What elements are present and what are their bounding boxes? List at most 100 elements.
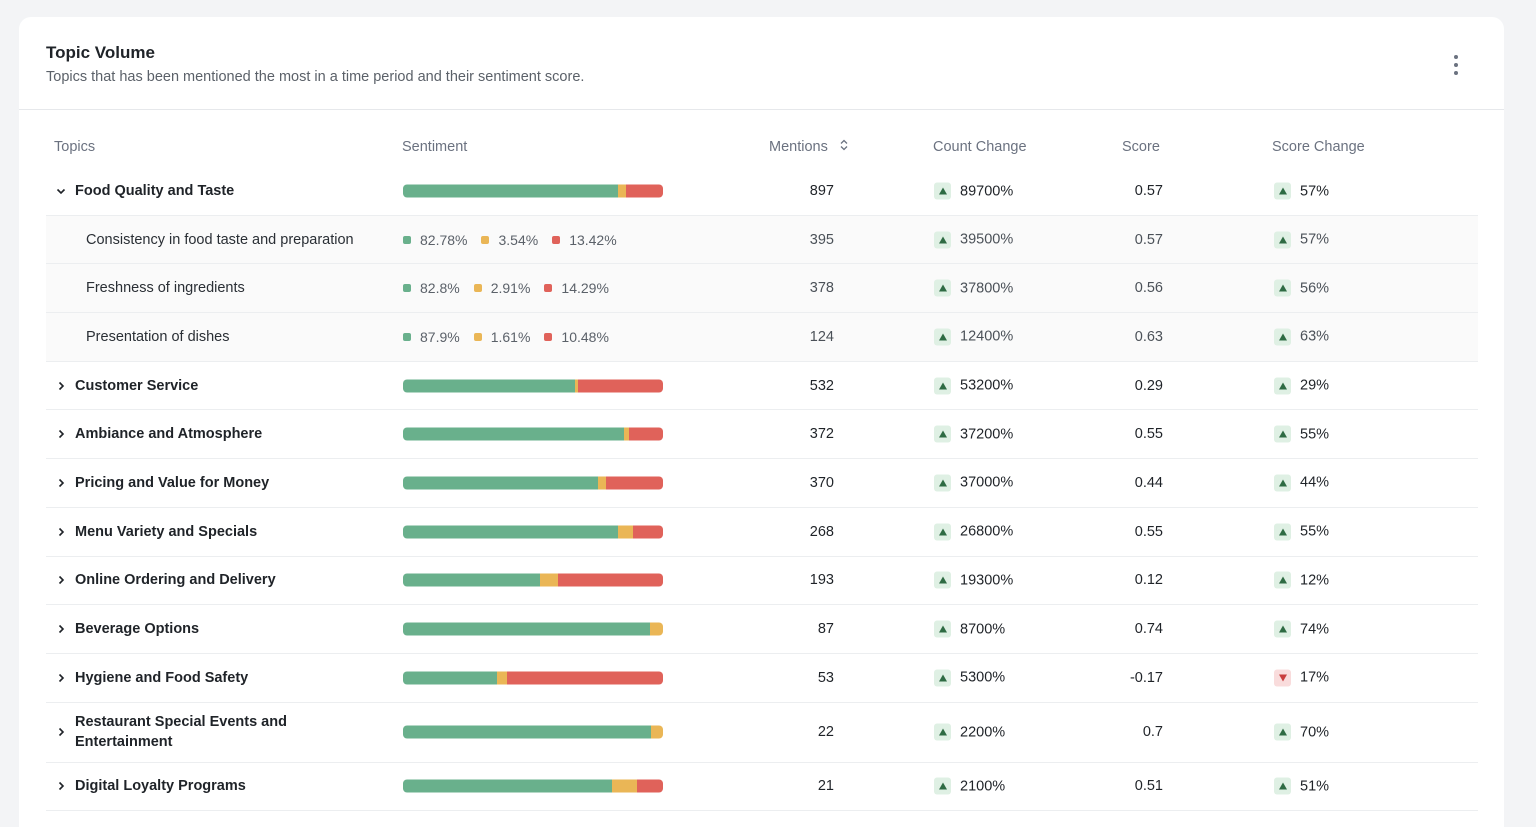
score-change: 57% bbox=[1274, 182, 1329, 200]
sentiment-cell bbox=[403, 725, 663, 739]
score-change-value: 29% bbox=[1300, 377, 1330, 394]
table-row[interactable]: Beverage Options 87 8700% 0.74 74% bbox=[46, 605, 1478, 654]
topic-cell: Online Ordering and Delivery bbox=[46, 570, 376, 590]
topic-label: Ambiance and Atmosphere bbox=[75, 426, 263, 443]
chevron-down-icon[interactable] bbox=[53, 188, 69, 195]
table-row[interactable]: Food Quality and Taste 897 89700% 0.57 57% bbox=[46, 167, 1478, 216]
sentiment-breakdown: 82.78% 3.54% 13.42% bbox=[403, 232, 631, 248]
col-header-score-change: Score Change bbox=[1272, 139, 1365, 155]
count-change-value: 2200% bbox=[960, 724, 1006, 741]
topic-label: Food Quality and Taste bbox=[75, 183, 235, 200]
topic-label: Hygiene and Food Safety bbox=[75, 669, 249, 686]
table-row[interactable]: Online Ordering and Delivery 193 19300% 0.1… bbox=[46, 557, 1478, 606]
score-change: 12% bbox=[1274, 571, 1330, 589]
col-header-count-change: Count Change bbox=[933, 139, 1027, 155]
sentiment-bar bbox=[403, 725, 663, 739]
topic-cell: Pricing and Value for Money bbox=[46, 473, 376, 493]
mentions-value: 378 bbox=[809, 280, 834, 297]
score-value: 0.56 bbox=[1134, 280, 1163, 297]
arrow-up-icon bbox=[934, 723, 951, 741]
score-change-value: 51% bbox=[1300, 778, 1330, 795]
col-header-sentiment: Sentiment bbox=[402, 139, 468, 155]
chevron-right-icon[interactable] bbox=[53, 673, 69, 683]
score-change: 63% bbox=[1274, 328, 1329, 346]
arrow-up-icon bbox=[1274, 723, 1291, 741]
mentions-value: 193 bbox=[809, 572, 834, 589]
arrow-up-icon bbox=[934, 669, 951, 687]
count-change: 8700% bbox=[934, 620, 1005, 638]
table-row[interactable]: Menu Variety and Specials 268 26800% 0.55 55… bbox=[46, 508, 1478, 557]
chevron-right-icon[interactable] bbox=[53, 575, 69, 585]
chevron-right-icon[interactable] bbox=[53, 429, 69, 439]
table-row[interactable]: Ambiance and Atmosphere 372 37200% 0.55 55% bbox=[46, 410, 1478, 460]
count-change: 5300% bbox=[934, 669, 1005, 687]
chevron-right-icon[interactable] bbox=[53, 781, 69, 791]
score-change-value: 74% bbox=[1300, 621, 1330, 638]
count-change: 53200% bbox=[934, 377, 1013, 395]
sentiment-percent-label: 1.61% bbox=[490, 328, 531, 345]
count-change-value: 37000% bbox=[960, 474, 1014, 491]
sentiment-percent-label: 14.29% bbox=[561, 280, 609, 297]
arrow-up-icon bbox=[1274, 182, 1291, 200]
col-header-mentions[interactable]: Mentions bbox=[769, 139, 848, 155]
score-change: 57% bbox=[1274, 231, 1329, 249]
col-header-topics: Topics bbox=[54, 139, 96, 155]
score-change: 70% bbox=[1274, 723, 1330, 741]
chevron-right-icon[interactable] bbox=[53, 381, 69, 391]
negative-segment bbox=[605, 476, 663, 490]
arrow-up-icon bbox=[934, 620, 951, 638]
table-row[interactable]: Pricing and Value for Money 370 37000% 0.44… bbox=[46, 459, 1478, 508]
neutral-segment bbox=[651, 725, 663, 739]
chevron-right-icon[interactable] bbox=[53, 478, 69, 488]
score-change-value: 70% bbox=[1300, 724, 1330, 741]
col-header-score: Score bbox=[1122, 139, 1160, 155]
chevron-right-icon[interactable] bbox=[53, 527, 69, 537]
table-row[interactable]: Digital Loyalty Programs 21 2100% 0.51 51% bbox=[46, 763, 1478, 812]
neutral-segment bbox=[612, 779, 637, 793]
sort-icon[interactable] bbox=[840, 139, 848, 155]
sentiment-percent: 2.91% bbox=[473, 280, 530, 296]
arrow-up-icon bbox=[934, 328, 951, 346]
topic-cell: Freshness of ingredients bbox=[46, 278, 376, 298]
sentiment-cell bbox=[403, 476, 663, 490]
negative-segment bbox=[636, 779, 663, 793]
sentiment-percent-label: 13.42% bbox=[569, 231, 617, 248]
score-value: 0.7 bbox=[1142, 724, 1163, 741]
more-options-icon[interactable] bbox=[1450, 55, 1462, 75]
negative-segment bbox=[557, 573, 663, 587]
count-change-value: 19300% bbox=[960, 572, 1014, 589]
arrow-up-icon bbox=[1274, 777, 1291, 795]
sentiment-bar bbox=[403, 427, 663, 441]
mentions-value: 22 bbox=[817, 724, 834, 741]
arrow-up-icon bbox=[1274, 474, 1291, 492]
arrow-up-icon bbox=[934, 231, 951, 249]
score-value: 0.44 bbox=[1134, 474, 1163, 491]
score-change-value: 56% bbox=[1300, 280, 1330, 297]
arrow-up-icon bbox=[1274, 328, 1291, 346]
neutral-segment bbox=[574, 379, 579, 393]
sentiment-cell bbox=[403, 184, 663, 198]
table-row[interactable]: Hygiene and Food Safety 53 5300% -0.17 17% bbox=[46, 654, 1478, 703]
negative-square-icon bbox=[544, 332, 553, 341]
arrow-up-icon bbox=[1274, 620, 1291, 638]
score-value: 0.29 bbox=[1134, 377, 1163, 394]
topic-cell: Presentation of dishes bbox=[46, 327, 376, 347]
mentions-value: 370 bbox=[809, 474, 834, 491]
chevron-right-icon[interactable] bbox=[53, 727, 69, 737]
score-change: 56% bbox=[1274, 279, 1330, 297]
topic-label: Consistency in food taste and preparatio… bbox=[86, 231, 354, 248]
sentiment-bar bbox=[403, 184, 663, 198]
table-row[interactable]: Restaurant Special Events and Entertainm… bbox=[46, 703, 1478, 763]
topic-cell: Consistency in food taste and preparatio… bbox=[46, 230, 376, 250]
count-change: 37800% bbox=[934, 279, 1013, 297]
sentiment-percent-label: 3.54% bbox=[498, 231, 539, 248]
topic-cell: Beverage Options bbox=[46, 619, 376, 639]
count-change-value: 12400% bbox=[960, 328, 1014, 345]
sentiment-cell bbox=[403, 622, 663, 636]
table-row[interactable]: Customer Service 532 53200% 0.29 29% bbox=[46, 362, 1478, 411]
score-change-value: 12% bbox=[1300, 572, 1330, 589]
chevron-right-icon[interactable] bbox=[53, 624, 69, 634]
count-change-value: 2100% bbox=[960, 778, 1006, 795]
subtopic-row: Freshness of ingredients 82.8% 2.91% 14.29%… bbox=[46, 264, 1478, 314]
score-value: 0.55 bbox=[1134, 426, 1163, 443]
